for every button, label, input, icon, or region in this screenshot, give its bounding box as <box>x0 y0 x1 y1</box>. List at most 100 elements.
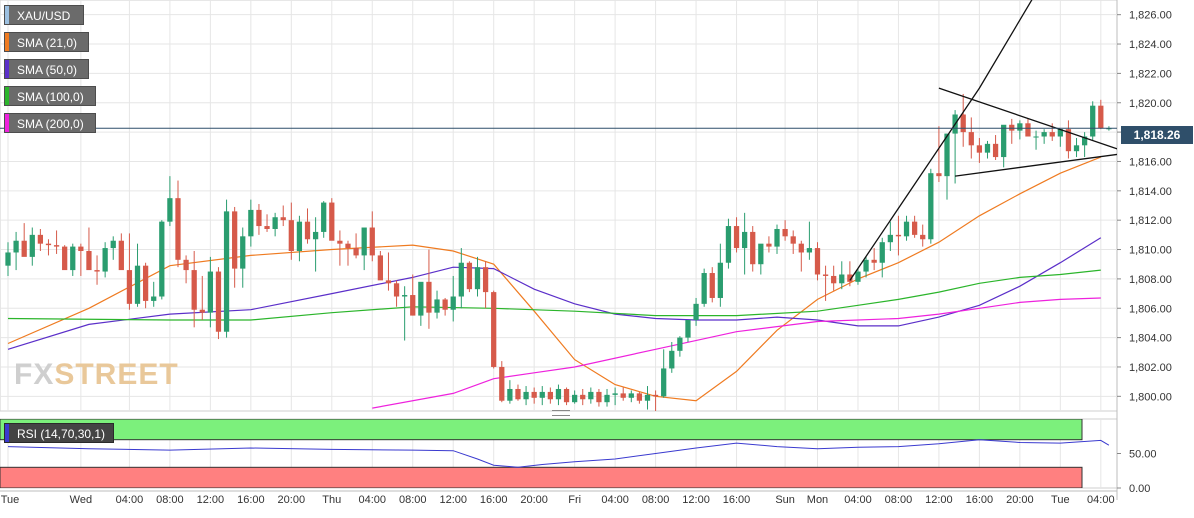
candle-body <box>1057 129 1063 137</box>
candle-body <box>992 143 999 158</box>
candle-body <box>45 243 52 246</box>
x-tick-label: 04:00 <box>116 494 144 506</box>
candle-body <box>321 202 327 232</box>
candle-body <box>29 234 35 257</box>
candle-body <box>782 228 788 237</box>
candle-body <box>685 319 691 338</box>
candle-body <box>523 391 529 400</box>
x-tick-label: 08:00 <box>156 494 184 506</box>
candle-body <box>790 236 796 244</box>
candle-body <box>183 259 189 271</box>
pane-splitter-handle[interactable] <box>552 410 570 416</box>
candle-body <box>742 231 748 249</box>
sma-line-1 <box>7 237 1102 350</box>
y-tick-label: 1,810.00 <box>1129 245 1172 257</box>
candle-body <box>312 231 319 240</box>
legend-sma50[interactable]: SMA (50,0) <box>4 59 89 79</box>
candle-body <box>887 234 893 243</box>
x-tick-label: Thu <box>322 494 341 506</box>
candle-body <box>458 262 464 297</box>
candle-body <box>871 259 877 263</box>
candle-body <box>151 296 157 301</box>
legend-rsi[interactable]: RSI (14,70,30,1) <box>4 423 115 443</box>
y-tick-label: 1,822.00 <box>1129 68 1172 80</box>
candle-body <box>345 243 351 249</box>
legend-sma100[interactable]: SMA (100,0) <box>4 86 96 106</box>
candle-body <box>1081 136 1088 146</box>
candle-body <box>620 393 626 398</box>
x-tick-label: 12:00 <box>682 494 710 506</box>
drawing-triangle-lower <box>955 153 1117 177</box>
candle-body <box>928 173 934 240</box>
candle-body <box>142 265 149 301</box>
candle-body <box>223 211 230 332</box>
legend-sma21[interactable]: SMA (21,0) <box>4 32 89 52</box>
candle-body <box>377 255 383 281</box>
x-tick-label: Mon <box>807 494 828 506</box>
candle-body <box>175 198 181 260</box>
x-tick-label: 16:00 <box>966 494 994 506</box>
x-tick-label: 08:00 <box>885 494 913 506</box>
candle-body <box>62 246 68 271</box>
last-price-tag: 1,818.26 <box>1121 126 1193 144</box>
candle-body <box>725 226 732 263</box>
candle-body <box>1017 123 1023 131</box>
candle-body <box>968 132 974 146</box>
candle-body <box>134 265 141 304</box>
candle-body <box>669 350 675 369</box>
candle-body <box>288 220 294 252</box>
candle-body <box>466 262 473 290</box>
candle-body <box>580 394 586 400</box>
drawing-trendline <box>849 0 1033 281</box>
fxstreet-watermark: FXSTREET <box>14 358 179 391</box>
candle-body <box>53 245 60 247</box>
candle-body <box>78 246 84 252</box>
candle-body <box>1073 145 1080 152</box>
candle-body <box>385 280 392 284</box>
candle-body <box>855 271 861 282</box>
candle-body <box>677 337 683 351</box>
rsi-tick-label: 0.00 <box>1129 483 1150 495</box>
candle-body <box>240 236 246 269</box>
rsi-plot-group <box>0 419 1110 488</box>
candle-body <box>944 133 950 177</box>
rsi-tick-label: 50.00 <box>1129 449 1157 461</box>
x-tick-label: Tue <box>1 494 20 506</box>
candle-body <box>895 234 902 237</box>
candle-body <box>5 252 11 266</box>
y-tick-label: 1,816.00 <box>1129 156 1172 168</box>
candle-body <box>393 283 400 297</box>
candle-body <box>191 270 197 310</box>
x-tick-label: 08:00 <box>642 494 670 506</box>
candle-body <box>1025 123 1031 137</box>
candle-body <box>507 388 513 401</box>
candle-body <box>361 227 367 256</box>
legend-symbol[interactable]: XAU/USD <box>4 5 84 25</box>
y-tick-label: 1,804.00 <box>1129 333 1172 345</box>
candle-body <box>1033 136 1039 138</box>
candle-body <box>207 271 214 313</box>
candle-body <box>482 267 489 293</box>
candle-body <box>159 221 165 297</box>
x-tick-label: 04:00 <box>601 494 629 506</box>
candle-body <box>369 227 375 256</box>
x-tick-label: 12:00 <box>925 494 953 506</box>
candle-body <box>248 209 254 237</box>
candle-body <box>110 240 116 249</box>
candle-body <box>1049 132 1055 137</box>
candle-body <box>426 281 432 313</box>
y-tick-label: 1,812.00 <box>1129 215 1172 227</box>
x-tick-label: 16:00 <box>723 494 751 506</box>
legend-sma200[interactable]: SMA (200,0) <box>4 113 96 133</box>
candle-body <box>572 394 578 403</box>
x-tick-label: 12:00 <box>197 494 225 506</box>
candle-body <box>863 259 869 272</box>
candle-body <box>936 173 942 177</box>
y-tick-label: 1,826.00 <box>1129 10 1172 22</box>
x-tick-label: Sun <box>775 494 795 506</box>
candle-body <box>94 270 100 272</box>
candle-body <box>911 221 918 235</box>
candle-body <box>280 217 286 221</box>
candle-body <box>410 295 416 316</box>
